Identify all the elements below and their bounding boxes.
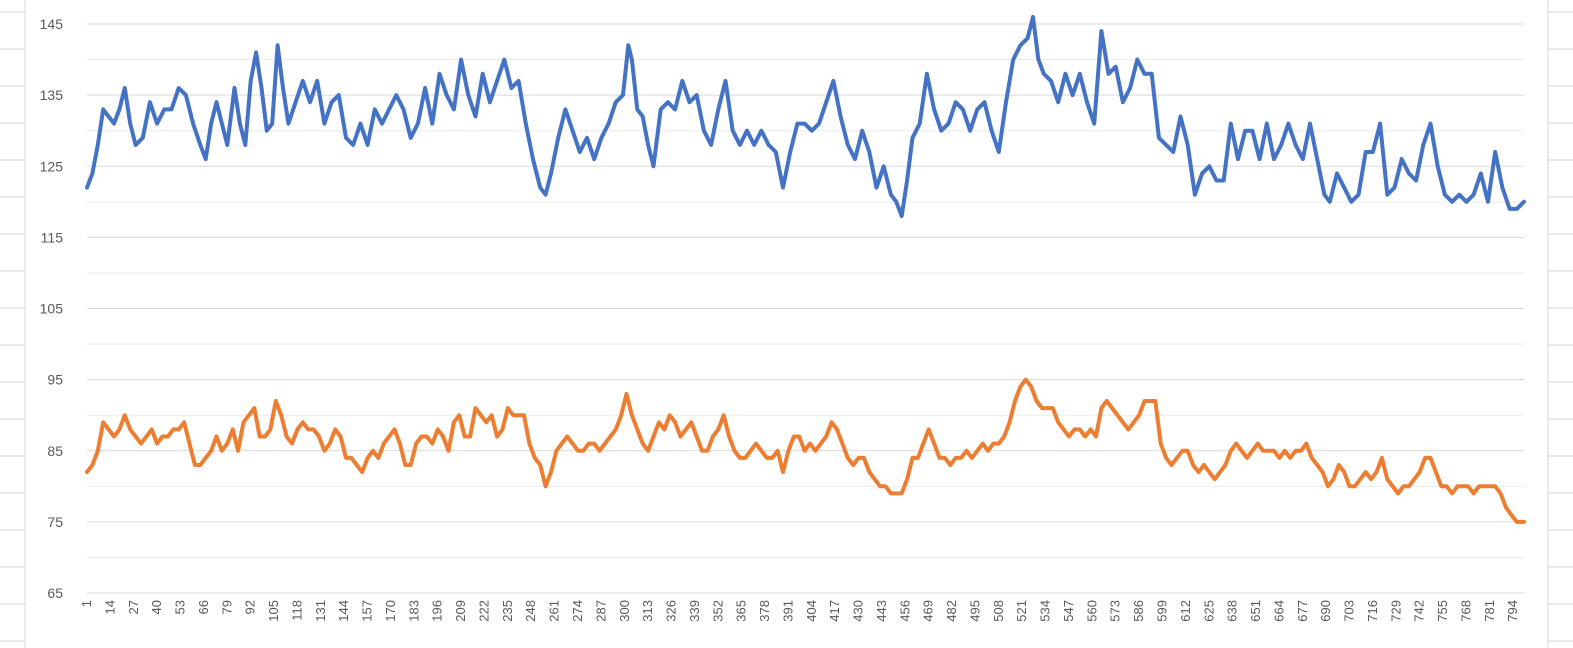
grid-lines bbox=[87, 23, 1524, 594]
y-tick-label: 115 bbox=[41, 229, 64, 245]
x-tick-label: 612 bbox=[1178, 600, 1193, 622]
series-lines bbox=[85, 14, 1526, 524]
x-tick-label: 443 bbox=[874, 600, 889, 622]
x-tick-label: 742 bbox=[1412, 600, 1427, 622]
x-tick-label: 677 bbox=[1295, 600, 1310, 622]
x-tick-label: 716 bbox=[1365, 600, 1380, 622]
x-tick-label: 40 bbox=[149, 600, 164, 614]
x-tick-label: 404 bbox=[804, 600, 819, 622]
x-tick-label: 690 bbox=[1318, 600, 1333, 622]
x-tick-label: 326 bbox=[664, 600, 679, 622]
series-line-1 bbox=[85, 14, 1526, 218]
y-tick-label: 105 bbox=[40, 301, 64, 317]
x-tick-label: 144 bbox=[336, 600, 351, 622]
x-tick-label: 183 bbox=[406, 600, 421, 622]
x-tick-label: 105 bbox=[266, 600, 281, 622]
x-tick-label: 586 bbox=[1131, 600, 1146, 622]
y-tick-label: 65 bbox=[47, 585, 63, 601]
y-tick-label: 85 bbox=[47, 443, 63, 459]
x-tick-label: 729 bbox=[1388, 600, 1403, 622]
y-tick-label: 135 bbox=[40, 87, 64, 103]
x-tick-label: 196 bbox=[430, 600, 445, 622]
x-tick-label: 521 bbox=[1014, 600, 1029, 622]
x-tick-label: 157 bbox=[360, 600, 375, 622]
x-tick-label: 547 bbox=[1061, 600, 1076, 622]
x-tick-label: 66 bbox=[196, 600, 211, 614]
x-tick-label: 482 bbox=[944, 600, 959, 622]
x-tick-label: 14 bbox=[102, 600, 117, 614]
x-tick-label: 664 bbox=[1271, 600, 1286, 622]
x-tick-label: 755 bbox=[1435, 600, 1450, 622]
y-tick-label: 75 bbox=[47, 514, 63, 530]
x-tick-label: 131 bbox=[313, 600, 328, 622]
x-tick-label: 118 bbox=[289, 600, 304, 621]
x-tick-label: 391 bbox=[780, 600, 795, 622]
x-tick-label: 560 bbox=[1084, 600, 1099, 622]
x-tick-label: 365 bbox=[734, 600, 749, 622]
x-tick-label: 300 bbox=[617, 600, 632, 622]
x-tick-label: 339 bbox=[687, 600, 702, 622]
x-tick-label: 261 bbox=[547, 600, 562, 622]
x-tick-label: 27 bbox=[126, 600, 141, 614]
x-tick-label: 599 bbox=[1155, 600, 1170, 622]
x-tick-label: 495 bbox=[967, 600, 982, 622]
x-tick-label: 248 bbox=[523, 600, 538, 622]
x-axis-tick-labels: 1 14 27 40 53 66 79 92 105 118 131 144 157 170 183 196 2… bbox=[79, 600, 1520, 622]
x-tick-label: 469 bbox=[921, 600, 936, 622]
y-tick-label: 95 bbox=[47, 372, 63, 388]
x-tick-label: 209 bbox=[453, 600, 468, 622]
x-tick-label: 53 bbox=[173, 600, 188, 614]
x-tick-label: 378 bbox=[757, 600, 772, 622]
x-tick-label: 313 bbox=[640, 600, 655, 622]
series-line-2 bbox=[85, 377, 1526, 524]
y-axis-tick-labels: 65 75 85 95 105 115 125 135 145 bbox=[40, 16, 64, 601]
x-tick-label: 287 bbox=[593, 600, 608, 622]
x-tick-label: 222 bbox=[476, 600, 491, 622]
x-tick-label: 781 bbox=[1482, 600, 1497, 622]
x-tick-label: 1 bbox=[79, 600, 94, 607]
x-tick-label: 625 bbox=[1201, 600, 1216, 622]
x-tick-label: 170 bbox=[383, 600, 398, 622]
x-tick-label: 92 bbox=[243, 600, 258, 614]
x-tick-label: 352 bbox=[710, 600, 725, 622]
x-tick-label: 235 bbox=[500, 600, 515, 622]
y-tick-label: 125 bbox=[40, 158, 64, 174]
x-tick-label: 703 bbox=[1342, 600, 1357, 622]
x-tick-label: 508 bbox=[991, 600, 1006, 622]
x-tick-label: 794 bbox=[1505, 600, 1520, 622]
x-tick-label: 534 bbox=[1038, 600, 1053, 622]
x-tick-label: 638 bbox=[1225, 600, 1240, 622]
x-tick-label: 274 bbox=[570, 600, 585, 622]
x-tick-label: 651 bbox=[1248, 600, 1263, 622]
x-tick-label: 768 bbox=[1458, 600, 1473, 622]
y-tick-label: 145 bbox=[40, 16, 64, 32]
x-tick-label: 456 bbox=[897, 600, 912, 622]
x-tick-label: 417 bbox=[827, 600, 842, 622]
x-tick-label: 430 bbox=[851, 600, 866, 622]
x-tick-label: 573 bbox=[1108, 600, 1123, 622]
x-tick-label: 79 bbox=[219, 600, 234, 614]
